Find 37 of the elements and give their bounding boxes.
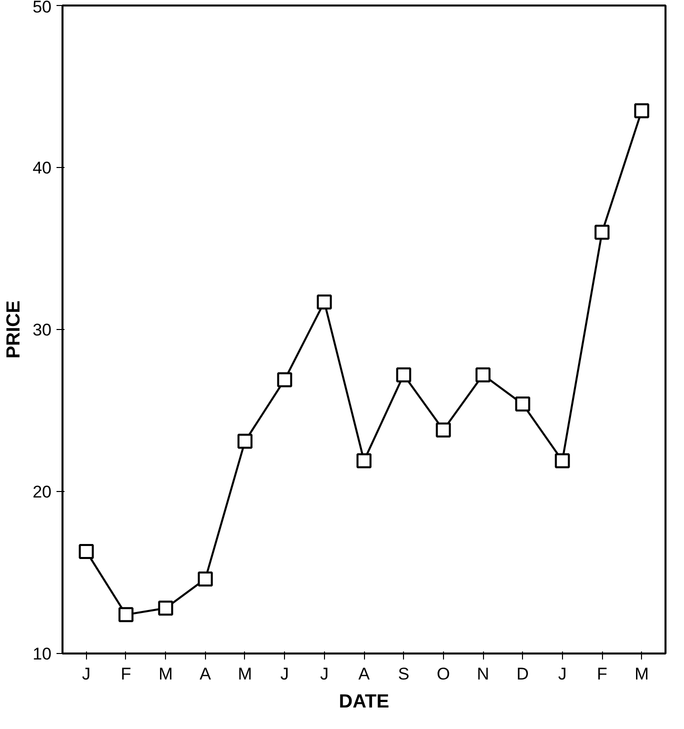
- y-tick-label: 30: [32, 320, 52, 340]
- y-axis-title: PRICE: [4, 300, 25, 359]
- point: [118, 607, 134, 622]
- x-tick-label: J: [558, 664, 567, 684]
- point: [396, 367, 412, 382]
- point: [554, 453, 570, 468]
- point: [158, 600, 174, 616]
- y-tick-label: 10: [32, 644, 52, 664]
- x-tick-label: M: [634, 664, 649, 684]
- x-tick-label: J: [82, 664, 91, 684]
- point: [476, 367, 491, 382]
- x-tick-label: J: [280, 664, 289, 684]
- point: [198, 571, 213, 586]
- point: [356, 453, 372, 468]
- x-tick-label: N: [476, 664, 490, 684]
- point: [594, 224, 610, 240]
- x-tick-label: O: [436, 664, 450, 684]
- x-tick-label: M: [158, 664, 173, 684]
- x-axis-title: DATE: [338, 692, 390, 712]
- x-tick-label: M: [238, 664, 252, 684]
- point: [237, 434, 252, 449]
- x-tick-label: A: [200, 664, 212, 684]
- y-tick-label: 20: [32, 482, 52, 502]
- point: [436, 422, 451, 438]
- y-tick-label: 40: [32, 158, 52, 178]
- x-tick-label: D: [516, 664, 529, 684]
- x-tick-label: A: [358, 664, 370, 684]
- x-tick-label: F: [596, 664, 608, 684]
- point: [316, 294, 332, 310]
- y-tick-label: 50: [32, 0, 52, 16]
- x-tick-label: J: [320, 664, 329, 684]
- point: [634, 103, 650, 118]
- point: [78, 544, 94, 559]
- point: [277, 372, 292, 388]
- x-tick-label: F: [120, 664, 132, 684]
- point: [515, 396, 530, 412]
- x-tick-label: S: [398, 664, 410, 684]
